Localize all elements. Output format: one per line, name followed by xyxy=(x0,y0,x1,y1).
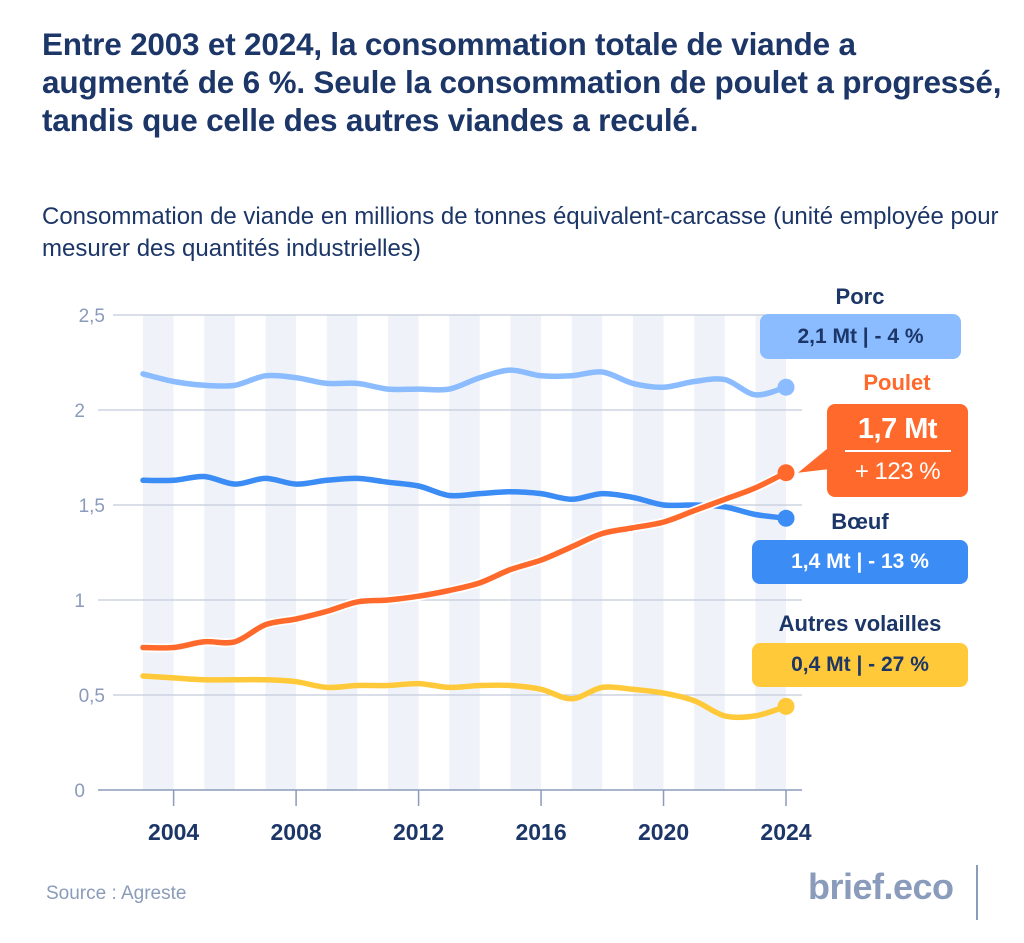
year-stripe xyxy=(510,315,542,790)
label-porc-title: Porc xyxy=(835,284,885,309)
y-tick-label: 2,5 xyxy=(79,306,105,327)
label-poulet-title: Poulet xyxy=(863,370,931,395)
label-poulet-box: 1,7 Mt + 123 % xyxy=(827,404,968,497)
label-poulet-divider xyxy=(844,450,951,452)
end-point-porc xyxy=(777,378,795,396)
y-axis-ticks: 0 0,5 1 1,5 2 2,5 xyxy=(74,306,105,802)
series-line-poulet xyxy=(140,469,789,651)
x-tick-label: 2012 xyxy=(393,819,444,845)
end-point-autres xyxy=(777,697,795,715)
chart-subtitle: Consommation de viande en millions de to… xyxy=(42,203,999,262)
series-line-porc xyxy=(140,367,789,398)
x-tick-label: 2004 xyxy=(148,819,199,845)
label-autres-value: 0,4 Mt | - 27 % xyxy=(752,643,968,687)
year-stripe xyxy=(204,315,235,790)
series-lines xyxy=(138,367,795,721)
y-tick-label: 1,5 xyxy=(79,496,105,517)
x-tick-label: 2016 xyxy=(515,819,566,845)
end-point-poulet xyxy=(777,464,795,482)
year-stripe xyxy=(265,315,297,790)
y-tick-label: 0 xyxy=(74,781,85,802)
year-stripe xyxy=(571,315,603,790)
label-boeuf-value: 1,4 Mt | - 13 % xyxy=(752,540,968,584)
series-line-autres xyxy=(140,673,789,721)
label-poulet-change: + 123 % xyxy=(854,458,941,485)
year-stripe xyxy=(632,315,664,790)
year-stripe xyxy=(694,315,725,790)
callout-pointer xyxy=(798,444,832,473)
series-line-boeuf xyxy=(140,473,789,522)
y-tick-label: 2 xyxy=(74,401,85,422)
year-stripe xyxy=(326,315,358,790)
brand-logo: brief.eco xyxy=(808,866,954,907)
year-stripe xyxy=(387,315,419,790)
y-tick-label: 0,5 xyxy=(79,686,105,707)
y-tick-label: 1 xyxy=(74,591,85,612)
brand-logo-bar xyxy=(976,865,978,920)
source-note: Source : Agreste xyxy=(46,883,187,904)
label-porc-value: 2,1 Mt | - 4 % xyxy=(760,314,961,359)
x-tick-label: 2024 xyxy=(760,819,811,845)
chart-title: Entre 2003 et 2024, la consommation tota… xyxy=(42,26,1002,138)
label-poulet-value: 1,7 Mt xyxy=(857,413,938,445)
poulet-callout-pointer xyxy=(798,444,832,473)
label-boeuf-title: Bœuf xyxy=(831,509,889,534)
year-stripe xyxy=(143,315,174,790)
x-tick-label: 2020 xyxy=(638,819,689,845)
label-autres-title: Autres volailles xyxy=(778,611,942,636)
x-tick-label: 2008 xyxy=(271,819,322,845)
end-point-boeuf xyxy=(777,509,795,527)
year-stripe xyxy=(449,315,480,790)
x-axis: 2004 2008 2012 2016 2020 2024 xyxy=(148,790,812,845)
